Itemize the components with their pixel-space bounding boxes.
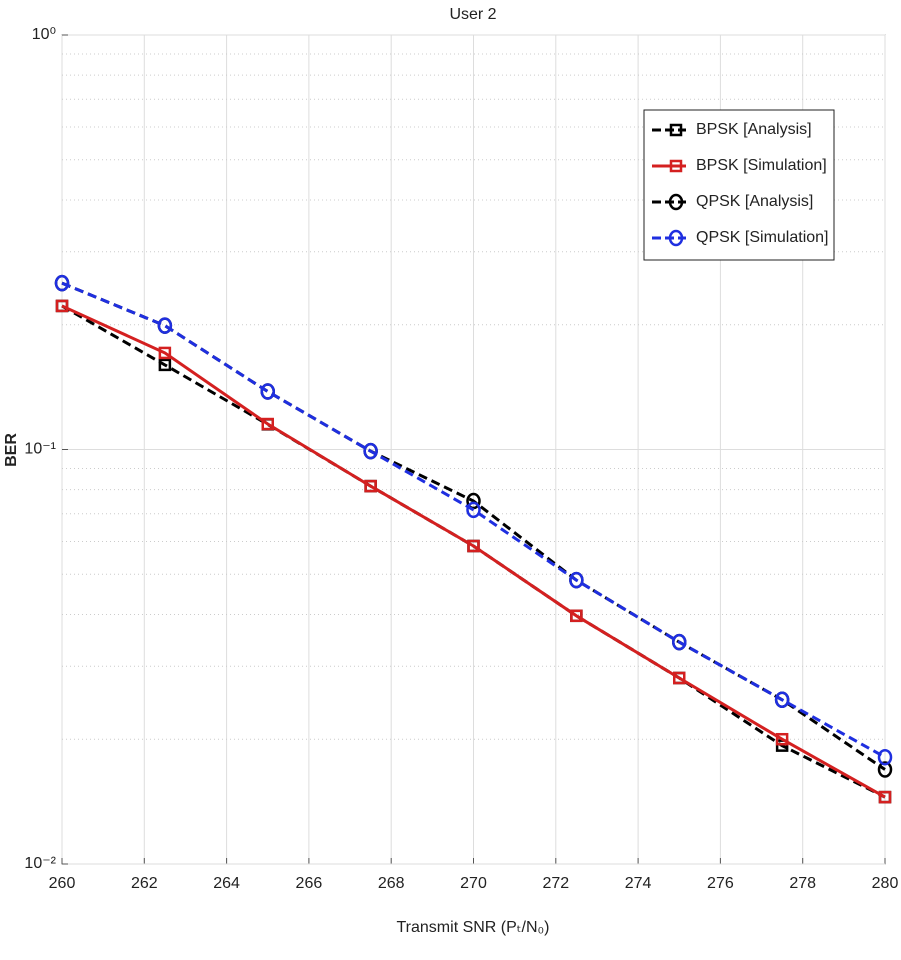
marker [672,633,687,651]
series-line [61,281,886,771]
marker [157,317,173,334]
marker [775,732,789,746]
marker [158,346,172,360]
legend-label: QPSK [Simulation] [696,229,829,246]
x-tick-label: 266 [296,875,323,892]
marker [466,492,481,510]
marker [55,299,69,313]
x-tick-label: 280 [872,875,899,892]
x-tick-label: 270 [460,875,487,892]
x-tick-label: 268 [378,875,405,892]
marker [878,790,892,804]
x-tick-label: 264 [213,875,240,892]
marker [363,442,378,460]
marker [570,609,583,623]
x-tick-label: 260 [49,875,76,892]
marker [669,123,683,137]
y-tick-label: 10⁰ [32,26,56,43]
marker [877,748,893,766]
marker [260,383,275,400]
series-line [61,281,886,759]
marker [158,358,172,372]
x-tick-label: 278 [789,875,816,892]
legend-label: QPSK [Analysis] [696,193,813,210]
marker [261,417,274,431]
x-tick-label: 276 [707,875,734,892]
marker [569,571,584,589]
y-tick-label: 10⁻¹ [24,441,56,458]
y-axis-label: BER [3,433,20,467]
x-axis-label: Transmit SNR (Pₜ/N₀) [397,919,550,936]
series-line [61,304,886,799]
grid: 260 262 264 266 268 270 272 274 276 278 280 10⁻² 10⁻… [24,26,898,892]
marker [668,229,684,247]
marker [466,501,481,519]
marker [673,671,686,685]
series-layer [54,274,893,804]
marker [54,274,70,292]
x-tick-label: 274 [625,875,652,892]
marker [467,539,480,553]
legend-label: BPSK [Simulation] [696,157,827,174]
marker [669,159,683,173]
y-tick-label: 10⁻² [24,855,56,872]
legend-label: BPSK [Analysis] [696,121,812,138]
marker [364,479,377,493]
marker [668,193,684,211]
x-tick-label: 272 [542,875,569,892]
x-tick-label: 262 [131,875,158,892]
marker [774,691,790,709]
legend: BPSK [Analysis] BPSK [Simulation] QPSK [An… [643,109,835,261]
marker [877,761,893,778]
chart-title: User 2 [449,6,496,23]
